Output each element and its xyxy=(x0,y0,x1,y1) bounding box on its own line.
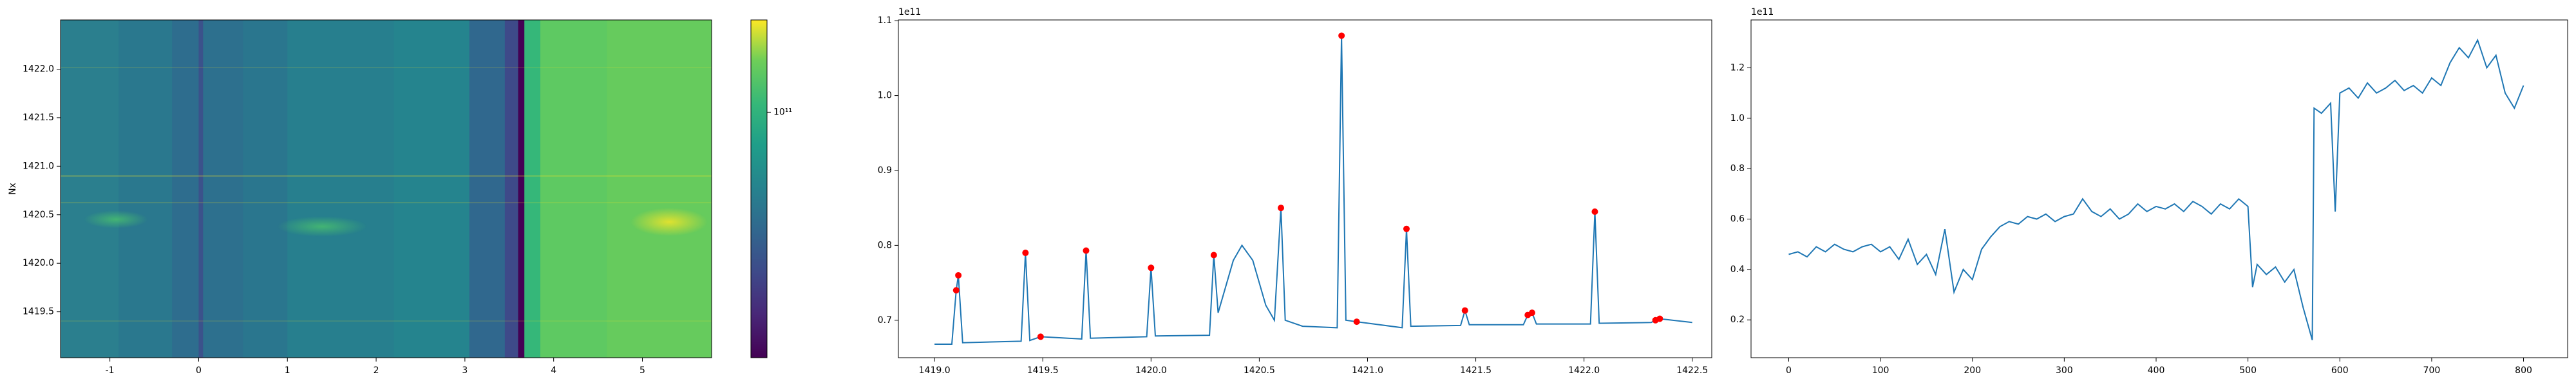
peak-marker xyxy=(1083,247,1090,254)
bright-spot xyxy=(84,210,148,228)
heatmap-band xyxy=(393,20,470,358)
y-tick-label: 0.9 xyxy=(878,165,892,176)
x-tick-label: 300 xyxy=(2056,365,2073,376)
x-tick-label: 200 xyxy=(1964,365,1981,376)
heatmap-band xyxy=(118,20,173,358)
x-tick-label: 5 xyxy=(639,365,645,376)
y-tick-label: 1420.0 xyxy=(23,258,54,268)
y-tick-label: 0.4 xyxy=(1730,264,1745,275)
y-tick-label: 1419.5 xyxy=(23,307,54,317)
peak-marker xyxy=(955,271,962,279)
x-tick-label: 1420.5 xyxy=(1244,365,1275,376)
peak-marker xyxy=(1403,225,1410,232)
heatmap-band xyxy=(198,20,204,358)
x-tick-label: 1422.5 xyxy=(1676,365,1708,376)
heatmap-band xyxy=(524,20,541,358)
x-tick-label: 1421.5 xyxy=(1460,365,1492,376)
streak xyxy=(61,67,712,68)
peak-marker xyxy=(952,287,960,294)
y-tick-label: 1421.5 xyxy=(23,113,54,123)
peak-marker xyxy=(1022,250,1029,257)
axis-offset: 1e11 xyxy=(898,7,921,17)
peak-marker xyxy=(1656,315,1663,322)
data-line xyxy=(934,35,1692,345)
peak-marker xyxy=(1461,307,1468,314)
axes-frame xyxy=(898,19,1712,358)
colorbar xyxy=(750,19,768,358)
y-tick-label: 0.7 xyxy=(878,315,892,326)
x-tick-label: -1 xyxy=(106,365,115,376)
streak xyxy=(61,202,712,203)
heatmap-band xyxy=(504,20,519,358)
heatmap-band xyxy=(203,20,243,358)
heatmap-band xyxy=(540,20,607,358)
y-tick-label: 0.2 xyxy=(1730,315,1745,325)
streak xyxy=(61,175,712,177)
axes-layer: -1 0 1 2 3 4 5 1419.5 1420.0 1420.5 1421.0 1421.5 14… xyxy=(8,7,2568,376)
heatmap-band xyxy=(607,20,712,358)
heatmap-band xyxy=(172,20,199,358)
axis-offset: 1e11 xyxy=(1751,7,1774,17)
y-tick-label: 1422.0 xyxy=(23,64,54,74)
y-tick-label: 1421.0 xyxy=(23,161,54,171)
axes-frame xyxy=(1750,19,2568,358)
y-tick-label: 1.1 xyxy=(878,15,892,26)
x-tick-label: 1420.0 xyxy=(1135,365,1167,376)
streak xyxy=(61,320,712,322)
peak-marker xyxy=(1591,208,1598,216)
bright-spot xyxy=(277,216,367,237)
x-tick-label: 1419.5 xyxy=(1027,365,1059,376)
x-tick-label: 1422.0 xyxy=(1568,365,1600,376)
x-tick-label: 0 xyxy=(1786,365,1792,376)
y-tick-label: 1.0 xyxy=(878,91,892,101)
colorbar-tick-label: 10¹¹ xyxy=(773,107,792,117)
x-tick-label: 3 xyxy=(462,365,468,376)
heatmap-features xyxy=(61,67,712,322)
heatmap-band xyxy=(469,20,506,358)
x-tick-label: 600 xyxy=(2331,365,2349,376)
bright-spot xyxy=(630,208,708,236)
peak-marker xyxy=(1037,333,1044,340)
y-tick-label: 0.6 xyxy=(1730,214,1745,225)
x-tick-label: 500 xyxy=(2239,365,2257,376)
x-tick-label: 1419.0 xyxy=(919,365,951,376)
y-tick-label: 1420.5 xyxy=(23,210,54,220)
peak-marker xyxy=(1338,32,1345,39)
peak-marker xyxy=(1210,252,1217,259)
x-tick-label: 1421.0 xyxy=(1352,365,1383,376)
y-axis-label: Nx xyxy=(8,183,18,195)
y-tick-label: 0.8 xyxy=(1730,163,1745,174)
peak-marker xyxy=(1528,309,1535,317)
peak-marker xyxy=(1353,318,1360,326)
heatmap xyxy=(61,20,712,358)
x-tick-label: 4 xyxy=(551,365,556,376)
heatmap-band xyxy=(287,20,395,358)
peak-marker xyxy=(1148,264,1155,271)
y-tick-label: 1.2 xyxy=(1730,62,1745,73)
x-tick-label: 0 xyxy=(196,365,202,376)
peak-marker xyxy=(1278,205,1285,212)
axes-frame xyxy=(60,19,712,358)
x-tick-label: 100 xyxy=(1872,365,1889,376)
x-tick-label: 1 xyxy=(285,365,290,376)
y-tick-label: 1.0 xyxy=(1730,113,1745,124)
x-tick-label: 700 xyxy=(2423,365,2441,376)
data-line xyxy=(1788,38,2524,340)
x-tick-label: 400 xyxy=(2148,365,2165,376)
x-tick-label: 800 xyxy=(2515,365,2532,376)
heatmap-band xyxy=(518,20,525,358)
y-tick-label: 0.8 xyxy=(878,240,892,250)
x-tick-label: 2 xyxy=(374,365,379,376)
heatmap-band xyxy=(61,20,119,358)
heatmap-band xyxy=(243,20,288,358)
